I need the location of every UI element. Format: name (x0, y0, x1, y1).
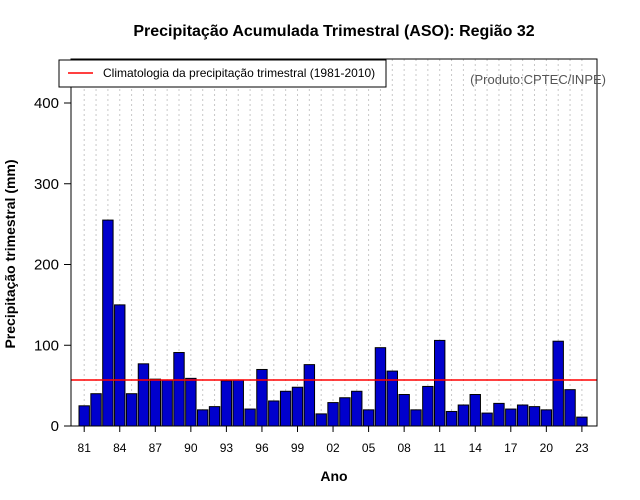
bar (540, 409, 553, 427)
legend-label: Climatologia da precipitação trimestral … (103, 66, 375, 80)
x-tick-label: 90 (184, 441, 198, 455)
x-tick-label: 23 (575, 441, 589, 455)
bar (173, 352, 185, 427)
bar (137, 363, 150, 427)
bar (493, 402, 505, 427)
bar (576, 416, 588, 427)
bar (516, 404, 529, 427)
y-axis: 0 100 200 300 400 (34, 95, 72, 435)
bar (422, 385, 434, 427)
bar (102, 219, 114, 427)
x-axis: 81 84 87 90 93 96 99 02 05 08 11 14 17 20 23 (78, 426, 589, 455)
bar (398, 394, 410, 427)
y-tick-label: 0 (51, 418, 59, 435)
bar (552, 340, 564, 427)
x-tick-label: 87 (149, 441, 163, 455)
grid-lines (83, 59, 583, 426)
bar (481, 412, 493, 427)
x-tick-label: 11 (433, 441, 446, 455)
x-tick-label: 96 (255, 441, 269, 455)
bar (125, 393, 138, 427)
legend: Climatologia da precipitação trimestral … (58, 59, 387, 88)
x-tick-label: 93 (220, 441, 234, 455)
bar (374, 347, 387, 427)
y-tick-label: 100 (34, 337, 59, 354)
bar (445, 410, 458, 427)
y-axis-title: Precipitação trimestral (mm) (2, 159, 18, 348)
x-tick-label: 20 (540, 441, 554, 455)
chart-title: Precipitação Acumulada Trimestral (ASO):… (133, 23, 534, 40)
bar (315, 413, 327, 427)
plot-frame (70, 58, 598, 427)
bar (197, 409, 209, 427)
bar (220, 380, 233, 427)
x-tick-label: 14 (469, 441, 483, 455)
bar (161, 379, 173, 427)
bar (232, 379, 244, 427)
bar (505, 408, 517, 427)
credit-text: (Produto:CPTEC/INPE) (470, 72, 606, 87)
bar (303, 364, 316, 427)
bar (469, 394, 481, 427)
bar (256, 368, 268, 427)
bar (279, 390, 292, 427)
bar (351, 390, 363, 427)
bar (268, 400, 280, 427)
y-tick-label: 300 (34, 176, 59, 193)
x-tick-label: 84 (113, 441, 127, 455)
bar (528, 406, 541, 427)
y-tick-label: 200 (34, 257, 59, 274)
x-axis-title: Ano (320, 468, 347, 484)
bar (114, 304, 126, 427)
legend-box (58, 59, 387, 88)
bar (208, 406, 221, 427)
x-tick-label: 99 (291, 441, 305, 455)
x-tick-label: 81 (78, 441, 92, 455)
y-tick-label: 400 (34, 95, 59, 112)
bar (457, 404, 470, 427)
bar (291, 386, 304, 427)
bar (185, 377, 197, 427)
bar (78, 405, 90, 427)
x-tick-label: 05 (362, 441, 376, 455)
bars (78, 219, 588, 427)
x-tick-label: 02 (326, 441, 340, 455)
bar (244, 408, 256, 427)
bar (434, 339, 446, 427)
x-tick-label: 08 (397, 441, 411, 455)
bar (90, 393, 102, 427)
x-tick-label: 17 (504, 441, 518, 455)
bar (564, 389, 576, 427)
bar (149, 378, 162, 427)
bar (327, 402, 339, 427)
bar (410, 409, 422, 427)
bar (362, 409, 375, 427)
bar (339, 397, 351, 427)
